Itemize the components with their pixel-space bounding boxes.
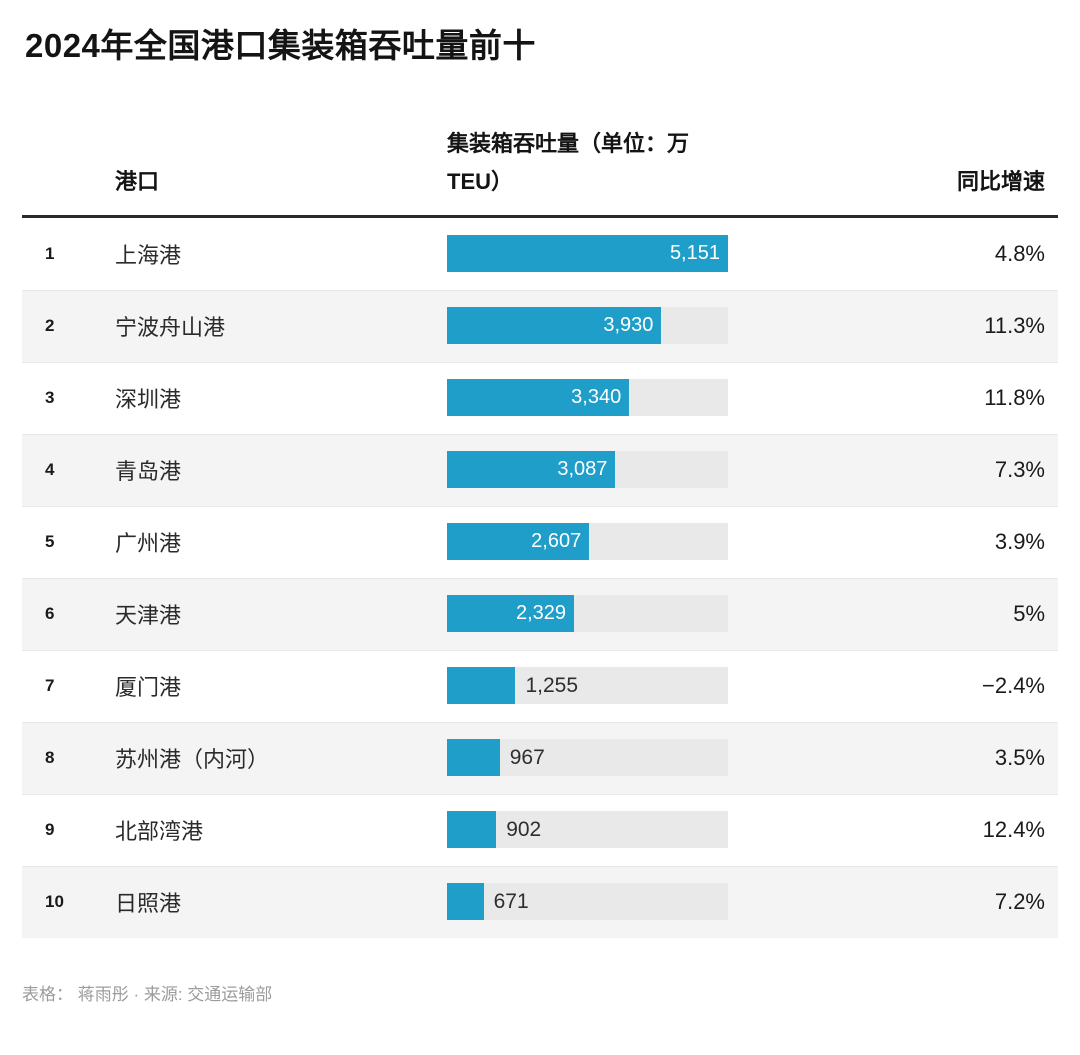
bar-value-label: 1,255	[525, 674, 579, 698]
port-name: 苏州港（内河）	[115, 746, 270, 772]
growth-value: −2.4%	[982, 672, 1045, 698]
bar-fill	[447, 883, 484, 921]
bar-track: 1,255	[447, 667, 728, 705]
bar-cell: 902	[447, 811, 728, 849]
growth-value: 4.8%	[994, 240, 1045, 266]
rank-label: 3	[45, 387, 55, 407]
source-credit: 表格： 蒋雨彤 · 来源: 交通运输部	[22, 984, 273, 1004]
bar-track: 3,340	[447, 379, 728, 417]
port-name: 北部湾港	[115, 818, 204, 844]
table-row: 5 广州港 2,607 3.9%	[22, 506, 1058, 578]
growth-value: 11.3%	[984, 312, 1045, 338]
bar-fill: 3,340	[447, 379, 630, 417]
bar-track: 2,329	[447, 595, 728, 633]
bar-fill: 3,087	[447, 451, 616, 489]
bar-fill: 3,930	[447, 307, 662, 345]
table-row: 9 北部湾港 902 12.4%	[22, 794, 1058, 866]
bar-value-label: 902	[506, 818, 542, 842]
bar-track: 967	[447, 739, 728, 777]
bar-track: 2,607	[447, 523, 728, 561]
port-column-header: 港口	[115, 169, 160, 195]
port-name: 上海港	[115, 242, 182, 268]
bar-track: 671	[447, 883, 728, 921]
rank-label: 8	[45, 747, 55, 767]
bar-cell: 2,607	[447, 523, 728, 561]
growth-value: 12.4%	[982, 816, 1045, 842]
port-name: 天津港	[115, 602, 182, 628]
bar-fill	[447, 811, 497, 849]
port-name: 日照港	[115, 890, 182, 916]
bar-cell: 3,340	[447, 379, 728, 417]
port-name: 深圳港	[115, 386, 182, 412]
rank-label: 10	[45, 891, 64, 911]
bar-cell: 967	[447, 739, 728, 777]
rank-label: 1	[45, 243, 55, 263]
bar-fill: 2,607	[447, 523, 590, 561]
rank-label: 4	[45, 459, 55, 479]
bar-track: 902	[447, 811, 728, 849]
rank-label: 5	[45, 531, 55, 551]
table-row: 6 天津港 2,329 5%	[22, 577, 1058, 650]
table-row: 10 日照港 671 7.2%	[22, 865, 1058, 938]
rank-label: 7	[45, 675, 55, 695]
growth-value: 7.3%	[994, 456, 1045, 482]
throughput-column-header: 集装箱吞吐量（单位：万TEU）	[447, 130, 690, 195]
rank-label: 6	[45, 603, 55, 623]
growth-value: 11.8%	[984, 384, 1045, 410]
port-name: 宁波舟山港	[115, 314, 226, 340]
table-row: 7 厦门港 1,255 −2.4%	[22, 650, 1058, 722]
bar-track: 5,151	[447, 235, 728, 273]
bar-track: 3,930	[447, 307, 728, 345]
table-body: 1 上海港 5,151 4.8% 2 宁波舟山港 3,930 11.3% 3 深…	[22, 218, 1058, 938]
bar-cell: 3,087	[447, 451, 728, 489]
bar-track: 3,087	[447, 451, 728, 489]
bar-fill: 2,329	[447, 595, 575, 633]
table-row: 2 宁波舟山港 3,930 11.3%	[22, 289, 1058, 362]
page-title: 2024年全国港口集装箱吞吐量前十	[25, 27, 536, 64]
bar-cell: 1,255	[447, 667, 728, 705]
bar-cell: 5,151	[447, 235, 728, 273]
table-row: 4 青岛港 3,087 7.3%	[22, 433, 1058, 506]
chart-card: 2024年全国港口集装箱吞吐量前十 港口 集装箱吞吐量（单位：万TEU） 同比增…	[0, 26, 1080, 1005]
bar-value-label: 671	[493, 890, 529, 914]
bar-fill	[447, 739, 500, 777]
port-name: 广州港	[115, 530, 182, 556]
table-row: 3 深圳港 3,340 11.8%	[22, 362, 1058, 434]
bar-cell: 2,329	[447, 595, 728, 633]
bar-cell: 3,930	[447, 307, 728, 345]
bar-fill	[447, 667, 516, 705]
growth-value: 5%	[1013, 600, 1045, 626]
rank-label: 9	[45, 819, 55, 839]
bar-value-label: 967	[509, 746, 545, 770]
growth-value: 3.5%	[994, 744, 1045, 770]
bar-fill: 5,151	[447, 235, 728, 273]
growth-column-header: 同比增速	[956, 169, 1045, 195]
port-name: 厦门港	[115, 674, 182, 700]
port-name: 青岛港	[115, 458, 182, 484]
data-table: 港口 集装箱吞吐量（单位：万TEU） 同比增速 1 上海港 5,151 4.8%…	[22, 66, 1058, 938]
bar-cell: 671	[447, 883, 728, 921]
table-row: 8 苏州港（内河） 967 3.5%	[22, 721, 1058, 794]
table-header-row: 港口 集装箱吞吐量（单位：万TEU） 同比增速	[22, 66, 1058, 218]
table-row: 1 上海港 5,151 4.8%	[22, 218, 1058, 290]
rank-label: 2	[45, 315, 55, 335]
growth-value: 7.2%	[994, 888, 1045, 914]
growth-value: 3.9%	[994, 528, 1045, 554]
